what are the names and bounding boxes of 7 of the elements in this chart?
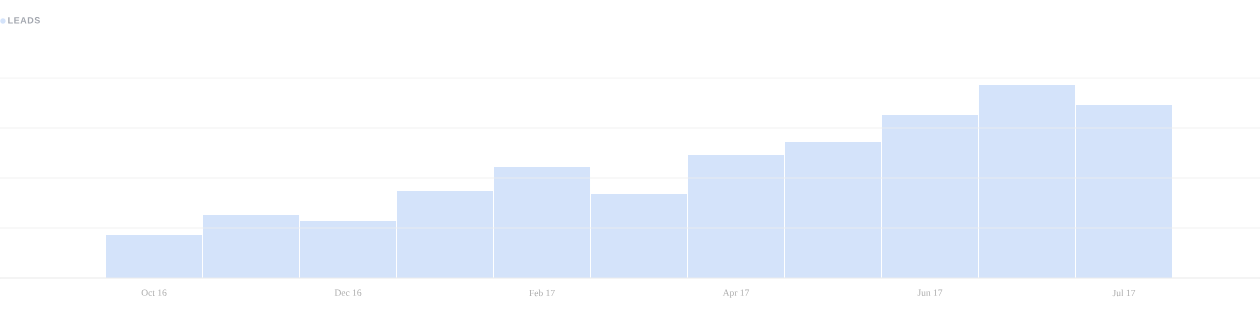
x-tick-label: Apr 17 [722,289,750,298]
x-tick-label: Feb 17 [529,289,555,297]
x-tick-label: Oct 16 [141,289,167,296]
legend-label: LEADS [8,17,40,24]
x-tick-label: Jun 17 [917,289,943,296]
x-tick-label: Jul 17 [1112,289,1136,297]
x-tick-label: Dec 16 [334,289,362,296]
